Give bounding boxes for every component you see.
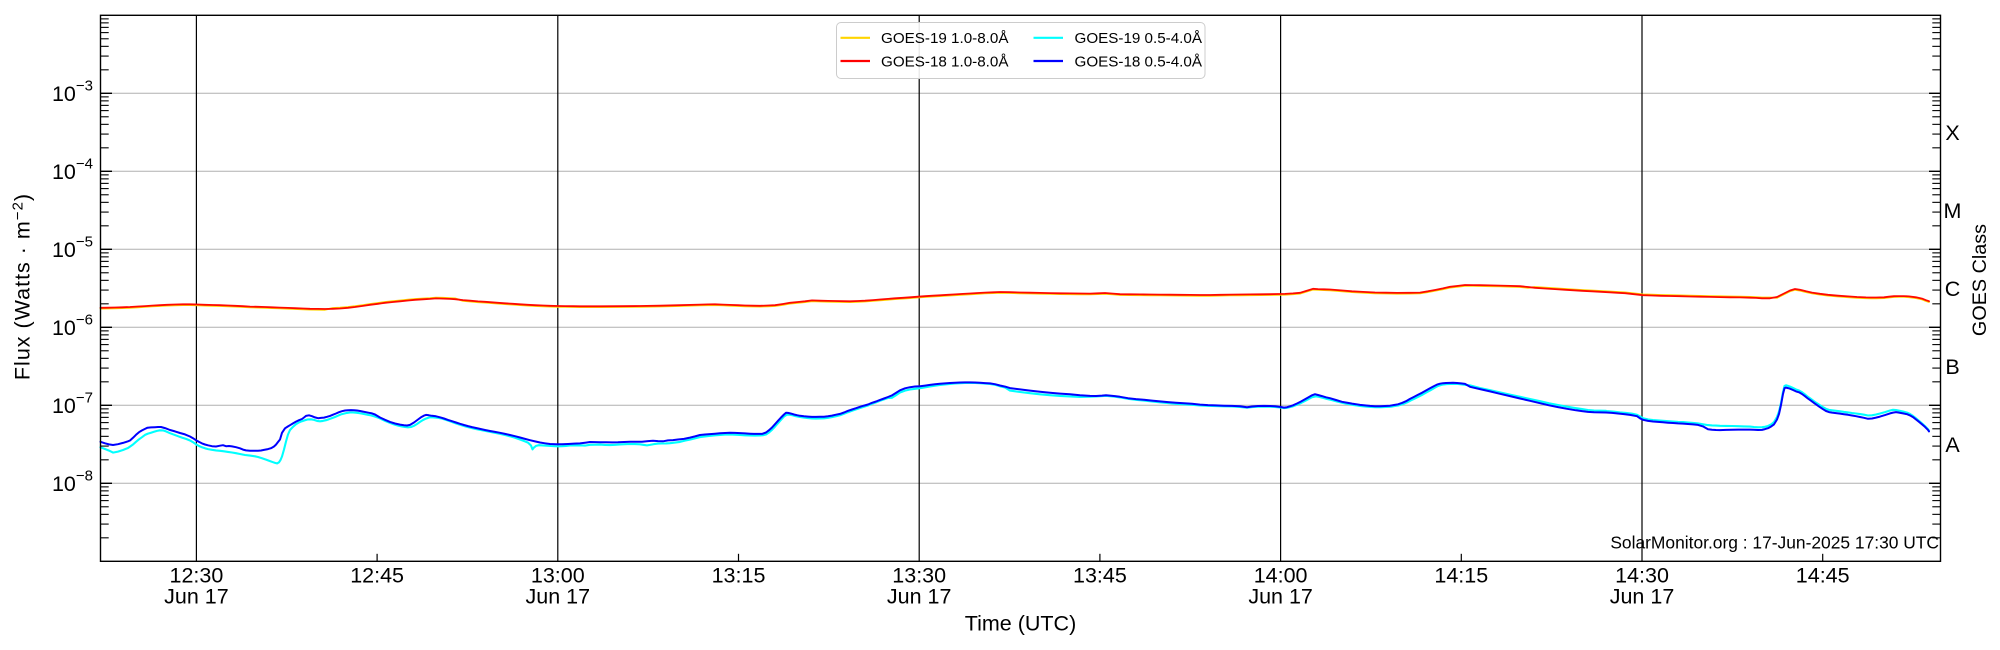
svg-text:Jun 17: Jun 17 — [1248, 585, 1313, 609]
svg-text:Time (UTC): Time (UTC) — [965, 612, 1076, 636]
svg-text:12:30: 12:30 — [169, 564, 223, 588]
svg-text:B: B — [1945, 355, 1959, 379]
svg-text:C: C — [1945, 277, 1961, 301]
svg-text:Jun 17: Jun 17 — [887, 585, 952, 609]
svg-text:10−8: 10−8 — [52, 468, 93, 496]
svg-text:Jun 17: Jun 17 — [164, 585, 229, 609]
svg-text:13:00: 13:00 — [531, 564, 585, 588]
svg-text:14:15: 14:15 — [1434, 564, 1488, 588]
svg-text:Jun 17: Jun 17 — [1610, 585, 1675, 609]
svg-text:GOES-18 0.5-4.0Å: GOES-18 0.5-4.0Å — [1075, 53, 1203, 70]
svg-text:10−7: 10−7 — [52, 390, 93, 418]
svg-text:X: X — [1945, 121, 1959, 145]
svg-text:SolarMonitor.org : 17-Jun-2025: SolarMonitor.org : 17-Jun-2025 17:30 UTC — [1610, 533, 1939, 553]
svg-text:M: M — [1944, 199, 1962, 223]
svg-text:GOES-18 1.0-8.0Å: GOES-18 1.0-8.0Å — [881, 53, 1009, 70]
svg-text:14:00: 14:00 — [1254, 564, 1308, 588]
svg-text:GOES-19 1.0-8.0Å: GOES-19 1.0-8.0Å — [881, 30, 1009, 47]
svg-text:14:30: 14:30 — [1615, 564, 1669, 588]
svg-text:12:45: 12:45 — [350, 564, 404, 588]
svg-text:13:15: 13:15 — [712, 564, 766, 588]
svg-text:10−4: 10−4 — [52, 156, 93, 184]
svg-text:Flux (Watts · m−2): Flux (Watts · m−2) — [10, 193, 35, 380]
svg-text:13:30: 13:30 — [892, 564, 946, 588]
svg-text:GOES Class: GOES Class — [1969, 224, 1991, 336]
svg-text:14:45: 14:45 — [1796, 564, 1850, 588]
svg-text:Jun 17: Jun 17 — [526, 585, 591, 609]
svg-text:13:45: 13:45 — [1073, 564, 1127, 588]
svg-text:10−5: 10−5 — [52, 234, 93, 262]
svg-text:10−6: 10−6 — [52, 312, 93, 340]
svg-text:GOES-19 0.5-4.0Å: GOES-19 0.5-4.0Å — [1075, 30, 1203, 47]
svg-text:A: A — [1945, 433, 1960, 457]
svg-text:10−3: 10−3 — [52, 78, 93, 106]
